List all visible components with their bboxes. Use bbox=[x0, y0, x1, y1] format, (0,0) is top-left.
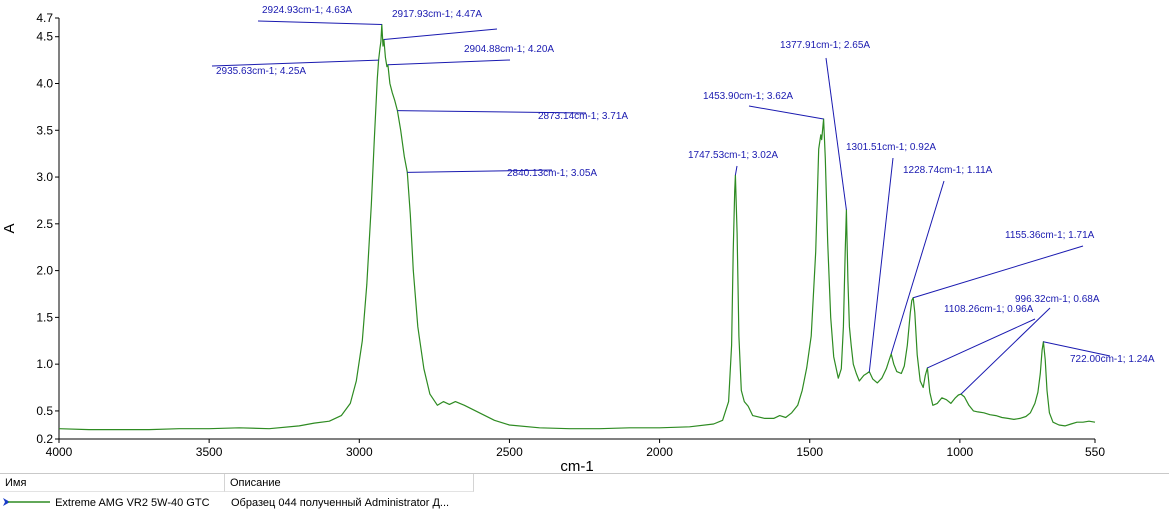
annotation-leader bbox=[397, 110, 587, 114]
peak-annotation-label: 1301.51cm-1; 0.92A bbox=[846, 142, 936, 153]
x-tick-label: 1500 bbox=[796, 445, 823, 459]
legend-row-description[interactable]: Образец 044 полученный Administrator Д..… bbox=[231, 497, 450, 509]
y-tick-label: 4.0 bbox=[36, 76, 53, 90]
series-group bbox=[58, 23, 1096, 431]
peak-annotation-label: 2873.14cm-1; 3.71A bbox=[538, 111, 628, 122]
y-tick-label: 1.5 bbox=[36, 310, 53, 324]
peak-annotation-label: 996.32cm-1; 0.68A bbox=[1015, 294, 1100, 305]
x-tick-label: 550 bbox=[1085, 445, 1105, 459]
y-tick-label: 0.5 bbox=[36, 404, 53, 418]
peak-annotations: 2924.93cm-1; 4.63A 2917.93cm-1; 4.47A 2904… bbox=[211, 5, 1155, 395]
peak-annotation-label: 722.00cm-1; 1.24A bbox=[1070, 354, 1155, 365]
y-tick-label: 4.7 bbox=[36, 11, 53, 25]
annotation-leader bbox=[1043, 341, 1111, 357]
peak-annotation-label: 2917.93cm-1; 4.47A bbox=[392, 9, 482, 20]
annotation-leader bbox=[407, 169, 553, 173]
peak-annotation-label: 1108.26cm-1; 0.96A bbox=[944, 304, 1034, 315]
series-line bbox=[58, 23, 1096, 431]
peak-annotation-label: 1453.90cm-1; 3.62A bbox=[703, 91, 793, 102]
annotation-leader bbox=[868, 157, 894, 372]
y-tick-label: 2.0 bbox=[36, 264, 53, 278]
x-tick-label: 1000 bbox=[947, 445, 974, 459]
series-line-icon bbox=[3, 498, 50, 506]
annotation-leader bbox=[748, 105, 824, 120]
annotation-leader bbox=[913, 245, 1084, 299]
x-tick-label: 2000 bbox=[646, 445, 673, 459]
peak-annotation-label: 2935.63cm-1; 4.25A bbox=[216, 66, 306, 77]
x-tick-label: 2500 bbox=[496, 445, 523, 459]
peak-annotation-label: 1228.74cm-1; 1.11A bbox=[903, 165, 993, 176]
annotation-leader bbox=[890, 180, 945, 355]
legend-header-name[interactable]: Имя bbox=[0, 474, 225, 492]
y-tick-label: 1.0 bbox=[36, 357, 53, 371]
legend-header-description[interactable]: Описание bbox=[225, 474, 474, 492]
x-axis-ticks: 4000 3500 3000 2500 2000 1500 1000 550 bbox=[46, 439, 1105, 459]
y-tick-label: 3.5 bbox=[36, 123, 53, 137]
legend-series-name: Extreme AMG VR2 5W-40 GTC bbox=[55, 497, 210, 509]
legend-row-name[interactable]: Extreme AMG VR2 5W-40 GTC bbox=[0, 494, 225, 512]
x-tick-label: 3000 bbox=[346, 445, 373, 459]
x-axis-title: cm-1 bbox=[560, 458, 593, 473]
peak-annotation-label: 2924.93cm-1; 4.63A bbox=[262, 5, 352, 16]
peak-annotation-label: 2904.88cm-1; 4.20A bbox=[464, 44, 554, 55]
annotation-leader bbox=[734, 165, 738, 176]
y-axis-ticks: 0.2 0.5 1.0 1.5 2.0 2.5 3.0 3.5 4.0 4.5 4.7 bbox=[36, 11, 59, 446]
x-tick-label: 4000 bbox=[46, 445, 73, 459]
annotation-leader bbox=[387, 59, 511, 66]
annotation-leader bbox=[960, 307, 1051, 395]
spectrum-chart: 0.2 0.5 1.0 1.5 2.0 2.5 3.0 3.5 4.0 4.5 4.7 4000 35… bbox=[1, 5, 1155, 473]
peak-annotation-label: 1155.36cm-1; 1.71A bbox=[1005, 230, 1095, 241]
legend-panel: Имя Описание Extreme AMG VR2 5W-40 GTC О… bbox=[0, 473, 1169, 512]
plot-frame bbox=[58, 18, 1095, 440]
y-tick-label: 2.5 bbox=[36, 217, 53, 231]
annotation-leader bbox=[211, 59, 379, 67]
x-tick-label: 3500 bbox=[196, 445, 223, 459]
peak-annotation-label: 2840.13cm-1; 3.05A bbox=[507, 168, 597, 179]
y-tick-label: 0.2 bbox=[36, 432, 53, 446]
y-axis-title: A bbox=[1, 223, 18, 233]
annotation-leader bbox=[825, 57, 847, 210]
peak-annotation-label: 1377.91cm-1; 2.65A bbox=[780, 40, 870, 51]
y-tick-label: 3.0 bbox=[36, 170, 53, 184]
y-tick-label: 4.5 bbox=[36, 30, 53, 44]
peak-annotation-label: 1747.53cm-1; 3.02A bbox=[688, 150, 778, 161]
annotation-leader bbox=[383, 28, 498, 41]
annotation-leader bbox=[927, 318, 1036, 369]
annotation-leader bbox=[257, 20, 382, 26]
